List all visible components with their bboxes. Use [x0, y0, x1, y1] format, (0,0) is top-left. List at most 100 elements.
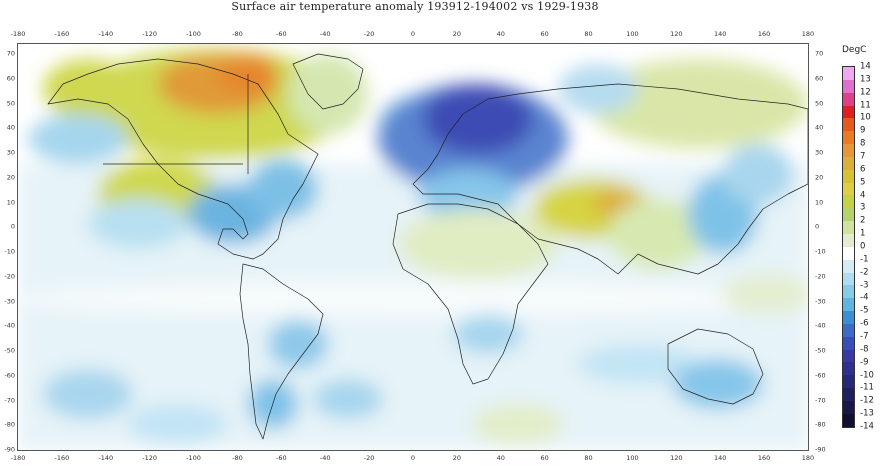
right-latitude-tick: 40	[815, 123, 824, 132]
bottom-longitude-tick: 0	[410, 454, 416, 462]
legend-swatch	[843, 131, 854, 145]
legend-level-label: -1	[860, 254, 869, 265]
legend-level-label: 11	[860, 100, 871, 111]
right-latitude-tick: -40	[815, 321, 826, 330]
legend-swatch	[843, 79, 854, 93]
legend-level-label: 9	[860, 125, 866, 136]
top-longitude-tick: 20	[452, 30, 462, 38]
legend-level-label: 5	[860, 177, 866, 188]
bottom-longitude-tick: -120	[142, 454, 158, 462]
legend-swatch	[843, 298, 854, 312]
legend-level-label: -8	[860, 344, 869, 355]
left-latitude-tick: 60	[6, 74, 15, 83]
legend-swatch	[843, 336, 854, 350]
legend-level-label: -5	[860, 305, 869, 316]
top-longitude-tick: 60	[540, 30, 549, 38]
legend-swatch	[843, 195, 854, 209]
legend-swatch	[843, 105, 854, 119]
legend-level-label: 10	[860, 112, 871, 123]
top-longitude-tick: 80	[584, 30, 593, 38]
legend-level-label: 7	[860, 151, 866, 162]
top-longitude-tick: 180	[801, 30, 815, 38]
legend-level-label: 3	[860, 202, 866, 213]
right-latitude-tick: 10	[815, 198, 824, 206]
bottom-longitude-tick: -180	[10, 454, 26, 462]
left-latitude-tick: 50	[6, 99, 15, 107]
left-latitude-tick: -20	[4, 272, 15, 281]
bottom-longitude-tick: -140	[98, 454, 114, 462]
left-latitude-tick: -30	[4, 297, 15, 305]
legend-level-label: -7	[860, 331, 869, 342]
bottom-longitude-tick: 140	[714, 454, 727, 462]
left-latitude-tick: 30	[6, 148, 15, 157]
legend-swatch	[843, 169, 854, 183]
legend-swatch	[843, 118, 854, 132]
top-longitude-tick: 0	[410, 30, 416, 38]
legend-swatch	[843, 144, 854, 157]
left-latitude-tick: -50	[4, 346, 15, 355]
right-latitude-tick: 30	[815, 148, 824, 157]
top-longitude-tick: -60	[276, 30, 287, 38]
legend-level-label: -14	[860, 421, 874, 432]
legend-level-label: 4	[860, 190, 866, 201]
bottom-longitude-tick: -20	[363, 454, 375, 462]
legend-swatch	[843, 221, 854, 234]
legend-swatch	[843, 311, 854, 324]
legend-swatch	[843, 246, 854, 260]
bottom-longitude-tick: 40	[496, 454, 505, 462]
legend-swatch	[843, 156, 854, 170]
top-longitude-tick: 140	[714, 30, 727, 38]
top-longitude-tick: 40	[496, 30, 505, 38]
top-longitude-tick: -160	[54, 30, 70, 38]
legend-colorbar	[842, 66, 855, 428]
legend-swatch	[843, 375, 854, 389]
top-longitude-tick: 120	[670, 30, 683, 38]
legend-swatch	[843, 413, 854, 427]
left-latitude-tick: -70	[4, 396, 15, 404]
bottom-longitude-tick: 120	[670, 454, 683, 462]
legend-swatch	[843, 323, 854, 337]
left-latitude-tick: -60	[4, 371, 15, 380]
bottom-longitude-tick: -160	[54, 454, 70, 462]
legend-swatch	[843, 182, 854, 196]
legend-level-label: -11	[860, 382, 874, 393]
legend-level-label: -2	[860, 267, 869, 278]
legend-level-label: 1	[860, 228, 866, 239]
right-latitude-tick: -60	[815, 371, 826, 380]
legend-level-label: -12	[860, 395, 874, 406]
bottom-longitude-tick: -100	[186, 454, 201, 462]
right-latitude-tick: -10	[815, 247, 826, 256]
right-latitude-tick: -30	[815, 297, 826, 305]
legend-swatch	[843, 285, 854, 299]
legend-level-label: 0	[860, 241, 866, 252]
left-latitude-tick: -40	[4, 321, 15, 330]
left-latitude-tick: 70	[6, 49, 15, 58]
right-latitude-tick: -50	[815, 346, 826, 355]
bottom-longitude-tick: -60	[276, 454, 287, 462]
legend-level-label: -13	[860, 408, 874, 419]
bottom-longitude-tick: -40	[319, 454, 331, 462]
right-latitude-tick: -20	[815, 272, 826, 281]
top-longitude-tick: -40	[319, 30, 331, 38]
top-longitude-tick: -180	[10, 30, 26, 38]
top-longitude-tick: -120	[142, 30, 158, 38]
right-latitude-tick: -70	[815, 396, 826, 404]
legend-level-label: -9	[860, 357, 869, 368]
top-longitude-tick: -140	[98, 30, 114, 38]
left-latitude-tick: 20	[6, 173, 15, 182]
anomaly-map	[17, 43, 809, 451]
legend-level-label: 13	[860, 74, 871, 85]
right-latitude-tick: 50	[815, 99, 824, 107]
bottom-longitude-tick: 20	[452, 454, 462, 462]
bottom-longitude-tick: -80	[232, 454, 243, 462]
right-latitude-tick: 70	[815, 49, 824, 58]
legend-level-label: -10	[860, 370, 874, 381]
legend-level-label: -3	[860, 280, 869, 291]
left-latitude-tick: -90	[4, 445, 15, 454]
top-longitude-tick: -80	[232, 30, 243, 38]
bottom-longitude-tick: 160	[757, 454, 771, 462]
legend-swatch	[843, 362, 854, 376]
legend-level-label: -4	[860, 292, 869, 303]
left-latitude-tick: 40	[6, 123, 15, 132]
anomaly-field	[18, 49, 808, 450]
